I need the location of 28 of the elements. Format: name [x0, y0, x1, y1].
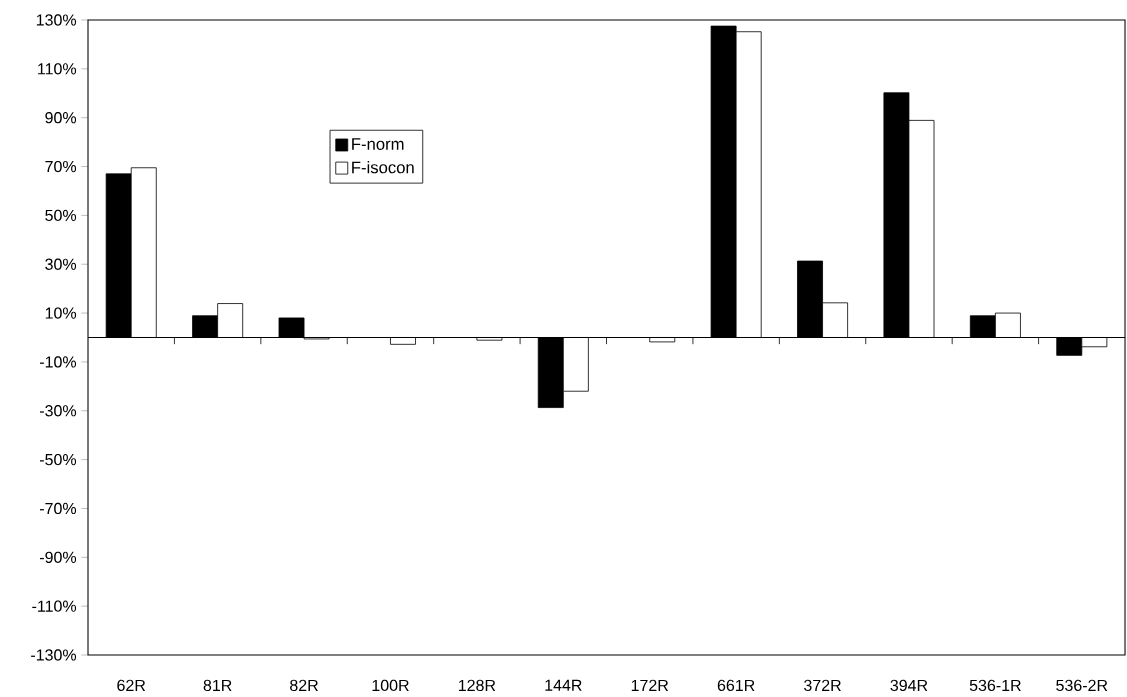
y-tick-label: 130% — [36, 14, 77, 26]
y-tick-label: 110% — [38, 63, 77, 75]
y-tick-label: 50% — [45, 209, 77, 222]
x-tick-label: 394R — [890, 679, 928, 692]
y-tick-label: -70% — [39, 502, 77, 515]
y-tick-label: 30% — [45, 258, 77, 270]
x-tick-label: 82R — [290, 679, 318, 692]
x-tick-label: 62R — [117, 679, 146, 692]
x-tick-label: 536-1R — [969, 679, 1021, 692]
y-tick-label: -90% — [39, 551, 77, 563]
legend-label: F-norm — [352, 138, 404, 150]
y-tick-label: -30% — [39, 405, 77, 417]
x-tick-label: 144R — [545, 679, 582, 691]
x-tick-label: 100R — [372, 679, 409, 692]
legend-label: F-isocon — [352, 161, 414, 174]
y-tick-label: 10% — [45, 307, 77, 319]
y-tick-label: -130% — [31, 649, 77, 661]
y-tick-label: -10% — [39, 356, 77, 368]
x-tick-label: 661R — [717, 679, 755, 692]
x-tick-label: 172R — [631, 679, 669, 691]
y-tick-label: -110% — [32, 600, 77, 612]
x-tick-label: 81R — [203, 679, 232, 692]
y-tick-label: 70% — [45, 160, 77, 173]
x-tick-label: 536-2R — [1056, 679, 1108, 692]
y-tick-label: 90% — [45, 112, 77, 124]
y-tick-label: -50% — [39, 453, 77, 466]
x-tick-label: 372R — [804, 679, 841, 692]
x-tick-label: 128R — [458, 679, 496, 692]
